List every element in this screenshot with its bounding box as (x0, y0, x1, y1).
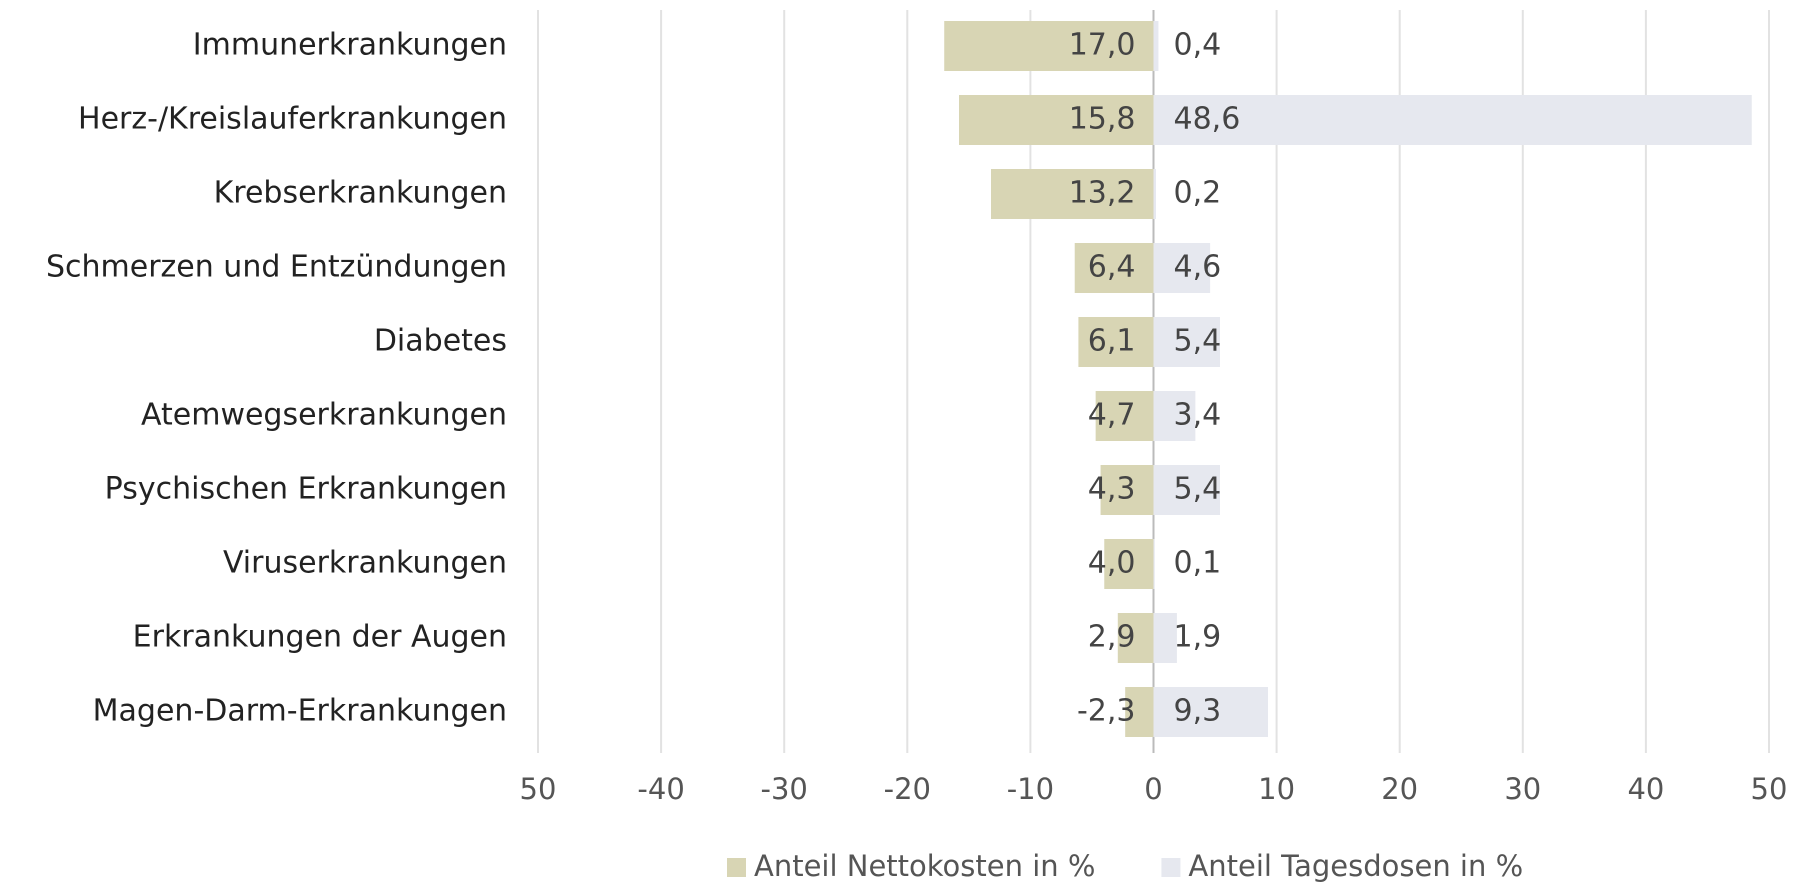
bar (1100, 465, 1154, 515)
data-label: 2,9 (1088, 620, 1136, 655)
data-label: 0,4 (1174, 28, 1222, 63)
legend-label: Anteil Tagesdosen in % (1188, 849, 1523, 883)
x-tick-label: -30 (761, 772, 808, 806)
bar (1153, 613, 1177, 663)
data-label: 9,3 (1174, 694, 1222, 729)
category-label: Erkrankungen der Augen (133, 620, 507, 655)
data-label: 48,6 (1174, 102, 1241, 137)
bar (1117, 613, 1154, 663)
bar (1153, 243, 1211, 293)
data-label: 5,4 (1174, 472, 1222, 507)
data-label: 15,8 (1069, 102, 1136, 137)
bar (959, 95, 1154, 145)
data-label: 1,9 (1174, 620, 1222, 655)
data-label: 3,4 (1174, 398, 1222, 433)
bar (1153, 391, 1196, 441)
bar (1078, 317, 1154, 367)
bar (1153, 21, 1159, 71)
bar (1153, 95, 1752, 145)
bar (1125, 687, 1154, 737)
data-label: 0,1 (1174, 546, 1222, 581)
category-label: Diabetes (374, 324, 507, 359)
category-label: Atemwegserkrankungen (141, 398, 507, 433)
bar (1153, 539, 1155, 589)
x-tick-label: 0 (1144, 772, 1162, 806)
data-label: 5,4 (1174, 324, 1222, 359)
bar (1153, 317, 1220, 367)
data-label: 17,0 (1069, 28, 1136, 63)
category-label: Viruserkrankungen (223, 546, 507, 581)
x-tick-label: 30 (1504, 772, 1541, 806)
x-tick-label: -20 (884, 772, 931, 806)
category-label: Psychischen Erkrankungen (105, 472, 507, 507)
data-label: 6,1 (1088, 324, 1136, 359)
data-label: 4,7 (1088, 398, 1136, 433)
bar (1153, 169, 1156, 219)
bar (944, 21, 1154, 71)
data-label: 4,3 (1088, 472, 1136, 507)
bar (1153, 465, 1220, 515)
category-label: Krebserkrankungen (214, 176, 507, 211)
bar (1104, 539, 1154, 589)
x-tick-label: 50 (520, 772, 557, 806)
x-tick-label: 40 (1627, 772, 1664, 806)
category-label: Immunerkrankungen (193, 28, 507, 63)
data-label: 0,2 (1174, 176, 1222, 211)
x-tick-label: 10 (1258, 772, 1295, 806)
category-label: Herz-/Kreislauferkrankungen (78, 102, 507, 137)
category-label: Magen-Darm-Erkrankungen (93, 694, 507, 729)
legend-swatch (727, 858, 746, 877)
data-label: 13,2 (1069, 176, 1136, 211)
bar (991, 169, 1154, 219)
x-tick-label: -10 (1007, 772, 1054, 806)
bar (1095, 391, 1154, 441)
category-label: Schmerzen und Entzündungen (46, 250, 507, 285)
bar (1074, 243, 1154, 293)
x-tick-label: 50 (1751, 772, 1788, 806)
bar (1153, 687, 1268, 737)
data-label: -2,3 (1077, 694, 1136, 729)
x-tick-label: -40 (637, 772, 684, 806)
legend-label: Anteil Nettokosten in % (754, 849, 1095, 883)
data-label: 4,0 (1088, 546, 1136, 581)
data-label: 4,6 (1174, 250, 1222, 285)
legend-swatch (1161, 858, 1181, 877)
data-label: 6,4 (1088, 250, 1136, 285)
x-tick-label: 20 (1381, 772, 1418, 806)
